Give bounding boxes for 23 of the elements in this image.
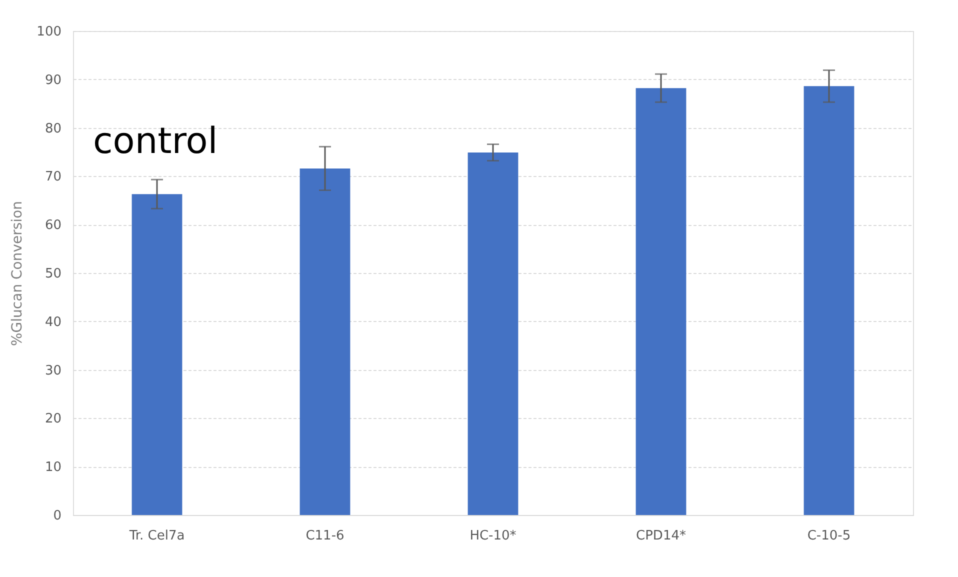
bar: [300, 168, 350, 515]
y-tick-label: 50: [44, 266, 62, 282]
y-tick-label: 90: [44, 72, 62, 88]
x-tick-label: HC-10*: [470, 528, 517, 544]
annotation: control: [93, 121, 218, 162]
bar: [132, 194, 182, 515]
y-tick-label: 40: [44, 314, 62, 330]
y-axis-title: %Glucan Conversion: [10, 200, 26, 346]
bar: [804, 86, 854, 515]
y-tick-label: 20: [44, 412, 62, 427]
y-tick-label: 70: [44, 170, 62, 185]
bar: [468, 152, 518, 515]
x-tick-label: Tr. Cel7a: [128, 528, 185, 544]
y-tick-label: 100: [36, 24, 62, 40]
y-tick-label: 30: [44, 363, 62, 378]
y-tick-label: 60: [44, 218, 62, 234]
x-tick-label: C-10-5: [807, 528, 851, 544]
y-tick-label: 0: [53, 508, 62, 524]
x-tick-label: C11-6: [306, 528, 344, 544]
bar: [636, 88, 686, 515]
y-tick-label: 10: [44, 460, 62, 476]
x-tick-label: CPD14*: [636, 528, 686, 544]
y-tick-label: 80: [44, 121, 62, 136]
